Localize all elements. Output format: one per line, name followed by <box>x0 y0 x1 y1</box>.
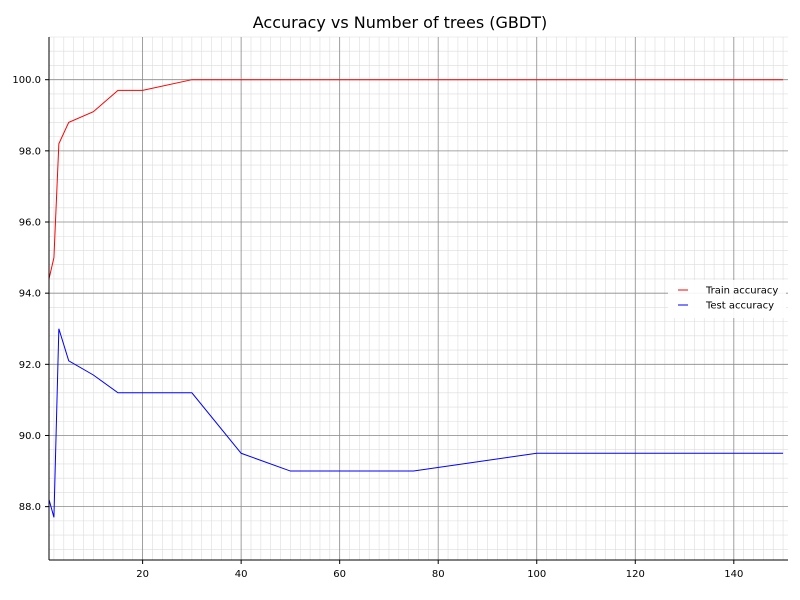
series-line-test-accuracy <box>48 328 784 518</box>
series-line-train-accuracy <box>48 79 784 280</box>
y-tick-label: 90.0 <box>19 431 41 442</box>
legend-label-test-accuracy: Test accuracy <box>705 301 774 312</box>
x-tick-label: 60 <box>333 569 346 580</box>
y-tick-label: 98.0 <box>19 146 41 157</box>
y-tick-label: 94.0 <box>19 289 41 300</box>
axes <box>45 37 788 564</box>
x-tick-label: 120 <box>626 569 645 580</box>
y-tick-label: 88.0 <box>19 502 41 513</box>
x-tick-label: 140 <box>724 569 743 580</box>
x-tick-label: 100 <box>527 569 546 580</box>
legend-box <box>668 280 786 318</box>
legend-label-train-accuracy: Train accuracy <box>705 286 778 297</box>
y-tick-label: 100.0 <box>12 75 41 86</box>
y-tick-label: 92.0 <box>19 360 41 371</box>
x-tick-label: 40 <box>235 569 248 580</box>
legend: Train accuracy Test accuracy <box>668 280 786 318</box>
y-tick-label: 96.0 <box>19 218 41 229</box>
x-tick-label: 80 <box>432 569 445 580</box>
series-layer <box>48 79 784 518</box>
x-tick-label: 20 <box>136 569 149 580</box>
tick-labels: 20 40 60 80 100 120 140 88.0 90.0 92.0 94.0 96.0 98.… <box>12 75 743 580</box>
chart-title: Accuracy vs Number of trees (GBDT) <box>253 13 547 32</box>
